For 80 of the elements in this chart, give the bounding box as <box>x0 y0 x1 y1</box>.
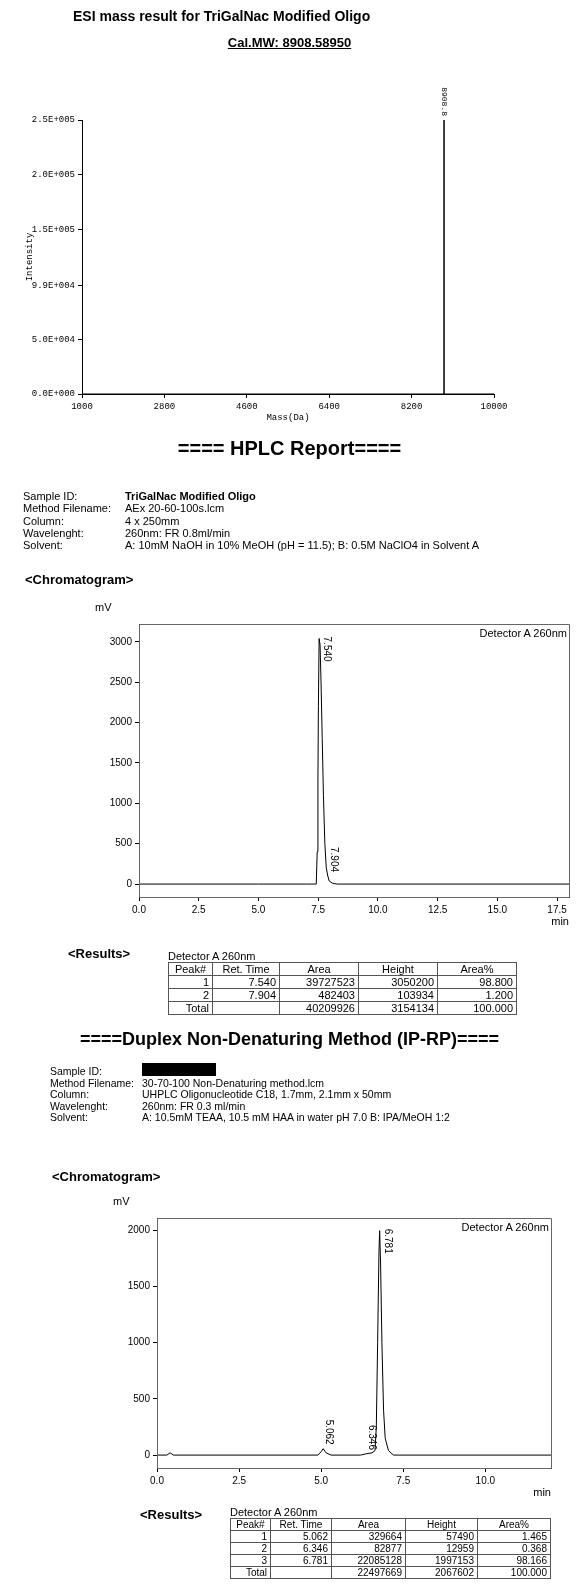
y-tick-label: 9.9E+004 <box>31 280 75 291</box>
x-tick-label: 7.5 <box>311 903 326 915</box>
annotation: 6.346 <box>366 1424 378 1451</box>
x-axis-title: Mass(Da) <box>266 412 310 423</box>
text: <Results> <box>140 1507 203 1523</box>
text: Wavelenght: 260nm: FR 0.8ml/min <box>23 526 231 539</box>
chart-title: ==== HPLC Report==== <box>176 437 403 460</box>
y-tick-label: 1000 <box>109 797 133 809</box>
x-tick-label: 2800 <box>153 401 176 412</box>
y-axis-title: mV <box>113 1194 131 1207</box>
text: Wavelenght: 260nm: FR 0.3 ml/min <box>50 1099 246 1112</box>
y-tick-label: 500 <box>115 837 133 849</box>
y-tick-label: 1500 <box>109 756 133 768</box>
x-tick-label: 7.5 <box>396 1474 411 1486</box>
y-tick-label: 1000 <box>127 1336 151 1348</box>
annotation: Detector A 260nm <box>461 1221 549 1234</box>
x-tick-label: 0.0 <box>132 903 147 915</box>
text: <Chromatogram> <box>52 1169 161 1185</box>
text: Peak# Ret. Time Area Height Area% <box>236 1519 529 1530</box>
annotation: 6.781 <box>382 1228 394 1255</box>
y-tick-label: 1500 <box>127 1280 151 1292</box>
x-tick-label: 2.5 <box>232 1474 247 1486</box>
text: Sample ID: <box>50 1065 102 1078</box>
annotation: 7.904 <box>329 846 341 873</box>
y-tick-label: 2000 <box>127 1224 151 1236</box>
x-tick-label: 8200 <box>400 401 423 412</box>
text: Method Filename: AEx 20-60-100s.lcm <box>23 502 225 515</box>
x-tick-label: 1000 <box>71 401 93 412</box>
x-tick-label: 4600 <box>236 401 258 412</box>
x-tick-label: 17.5 <box>547 903 568 915</box>
annotation: Detector A 260nm <box>479 627 567 640</box>
text: 2 7.904 482403 103934 1.200 <box>202 989 513 1001</box>
y-tick-label: 2.0E+005 <box>31 170 75 181</box>
x-tick-label: 15.0 <box>487 903 508 915</box>
x-tick-label: 6400 <box>318 401 340 412</box>
text: Solvent: A: 10mM NaOH in 10% MeOH (pH = 11.5); B: 0.5M NaClO4 in Solvent A <box>23 539 480 552</box>
text: 2 6.346 82877 12959 0.368 <box>261 1543 547 1554</box>
text: Method Filename: 30-70-100 Non-Denaturing method.lcm <box>50 1076 325 1089</box>
y-axis-title: mV <box>95 600 113 613</box>
text: Total 40209926 3154134 100.000 <box>185 1002 513 1014</box>
text: 1 7.540 39727523 3050200 98.800 <box>202 976 513 988</box>
text: Column: 4 x 250mm <box>23 514 180 527</box>
y-tick-label: 0 <box>126 877 133 889</box>
x-tick-label: 12.5 <box>427 903 448 915</box>
x-tick-label: 5.0 <box>314 1474 329 1486</box>
y-tick-label: 2.5E+005 <box>31 115 75 126</box>
y-tick-label: 2500 <box>109 675 133 687</box>
chart-subtitle: Cal.MW: 8908.58950 <box>226 35 353 51</box>
y-tick-label: 2000 <box>109 716 133 728</box>
x-tick-label: 10000 <box>480 401 508 412</box>
x-tick-label: 10.0 <box>368 903 389 915</box>
annotation: 8908.8 <box>439 87 449 117</box>
x-tick-label: 0.0 <box>150 1474 165 1486</box>
text: Detector A 260nm <box>168 950 256 963</box>
text: 3 6.781 22085128 1997153 98.166 <box>261 1555 547 1566</box>
text: Peak# Ret. Time Area Height Area% <box>174 963 494 975</box>
text: Sample ID: TriGalNac Modified Oligo <box>23 490 256 502</box>
chart-title: ====Duplex Non-Denaturing Method (IP-RP)==== <box>78 1029 501 1050</box>
y-tick-label: 500 <box>133 1392 151 1404</box>
chart-title: ESI mass result for TriGalNac Modified Oligo <box>73 8 371 25</box>
x-axis-title: min <box>551 914 569 927</box>
x-tick-label: 10.0 <box>475 1474 496 1486</box>
text: 1 5.062 329664 57490 1.465 <box>261 1531 547 1542</box>
y-tick-label: 0.0E+000 <box>31 389 75 400</box>
x-axis-title: min <box>533 1485 551 1498</box>
y-tick-label: 5.0E+004 <box>31 334 75 345</box>
text: <Results> <box>68 946 131 962</box>
text: <Chromatogram> <box>25 572 134 588</box>
annotation: 5.062 <box>324 1419 336 1446</box>
text: Detector A 260nm <box>230 1506 318 1519</box>
y-tick-label: 1.5E+005 <box>31 224 75 235</box>
x-tick-label: 2.5 <box>191 903 207 915</box>
annotation: 7.540 <box>322 636 334 662</box>
x-tick-label: 5.0 <box>251 903 266 915</box>
y-tick-label: 0 <box>144 1448 151 1460</box>
text: Column: UHPLC Oligonucleotide C18, 1.7mm, 2.1mm x 50mm <box>50 1088 392 1101</box>
y-tick-label: 3000 <box>109 635 133 647</box>
y-axis-title: Intensity <box>25 232 36 282</box>
text: Total 22497669 2067602 100.000 <box>245 1567 547 1578</box>
text: Solvent: A: 10.5mM TEAA, 10.5 mM HAA in water pH 7.0 B: IPA/MeOH 1:2 <box>50 1111 450 1124</box>
